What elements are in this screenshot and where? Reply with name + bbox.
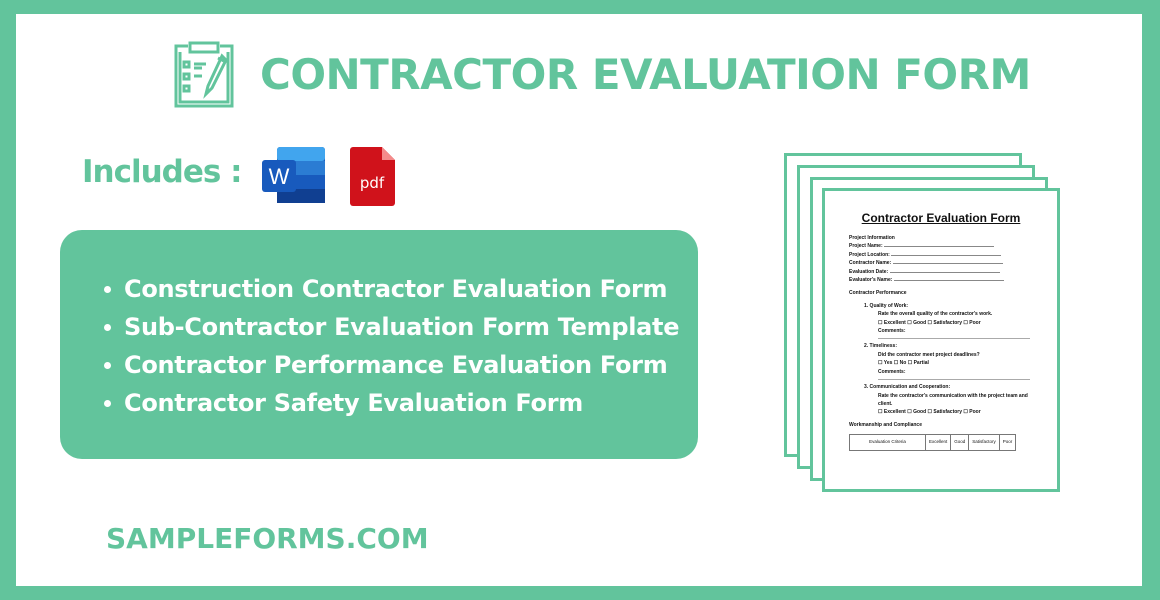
preview-text: Comments: <box>878 328 906 335</box>
features-list: Construction Contractor Evaluation Form … <box>60 230 698 459</box>
preview-section: Project Information <box>849 235 895 241</box>
banner-card: CONTRACTOR EVALUATION FORM Includes : W … <box>16 14 1142 586</box>
preview-field: Contractor Name: <box>849 260 892 267</box>
preview-options: ☐ Yes ☐ No ☐ Partial <box>878 360 929 367</box>
clipboard-checklist-icon <box>174 41 234 108</box>
preview-question: 2. Timeliness: <box>864 343 897 350</box>
table-header: Poor <box>998 434 1017 451</box>
feature-item: Construction Contractor Evaluation Form <box>104 270 698 308</box>
page-title: CONTRACTOR EVALUATION FORM <box>260 49 1031 99</box>
preview-question: 1. Quality of Work: <box>864 302 909 309</box>
preview-text: Comments: <box>878 368 906 375</box>
includes-label: Includes : <box>82 154 243 190</box>
preview-question: 3. Communication and Cooperation: <box>864 384 951 391</box>
preview-text: Did the contractor meet project deadline… <box>878 351 980 358</box>
table-header: Excellent <box>924 434 952 451</box>
pdf-icon: pdf <box>350 147 395 206</box>
preview-title: Contractor Evaluation Form <box>861 211 1021 225</box>
feature-item: Sub-Contractor Evaluation Form Template <box>104 308 698 346</box>
preview-table: Evaluation Criteria Excellent Good Satis… <box>849 434 1017 451</box>
table-header: Evaluation Criteria <box>849 434 926 451</box>
word-icon: W <box>262 147 325 203</box>
feature-item: Contractor Safety Evaluation Form <box>104 384 698 422</box>
preview-field: Evaluator's Name: <box>849 277 893 284</box>
table-header: Satisfactory <box>968 434 1000 451</box>
form-preview: Contractor Evaluation Form Project Infor… <box>822 188 1060 492</box>
preview-text: Rate the contractor's communication with… <box>878 392 1028 407</box>
preview-field: Project Name: <box>849 243 883 250</box>
word-letter: W <box>269 164 290 189</box>
brand-footer: SAMPLEFORMS.COM <box>106 522 429 555</box>
preview-section: Workmanship and Compliance <box>849 421 922 428</box>
header: CONTRACTOR EVALUATION FORM <box>174 40 1031 108</box>
preview-section: Contractor Performance <box>849 290 907 297</box>
pdf-label: pdf <box>360 174 385 192</box>
feature-item: Contractor Performance Evaluation Form <box>104 346 698 384</box>
preview-options: ☐ Excellent ☐ Good ☐ Satisfactory ☐ Poor <box>878 319 981 326</box>
table-header: Good <box>950 434 970 451</box>
preview-options: ☐ Excellent ☐ Good ☐ Satisfactory ☐ Poor <box>878 409 981 416</box>
preview-text: Rate the overall quality of the contract… <box>878 311 993 318</box>
preview-field: Evaluation Date: <box>849 268 889 275</box>
preview-field: Project Location: <box>849 251 890 258</box>
